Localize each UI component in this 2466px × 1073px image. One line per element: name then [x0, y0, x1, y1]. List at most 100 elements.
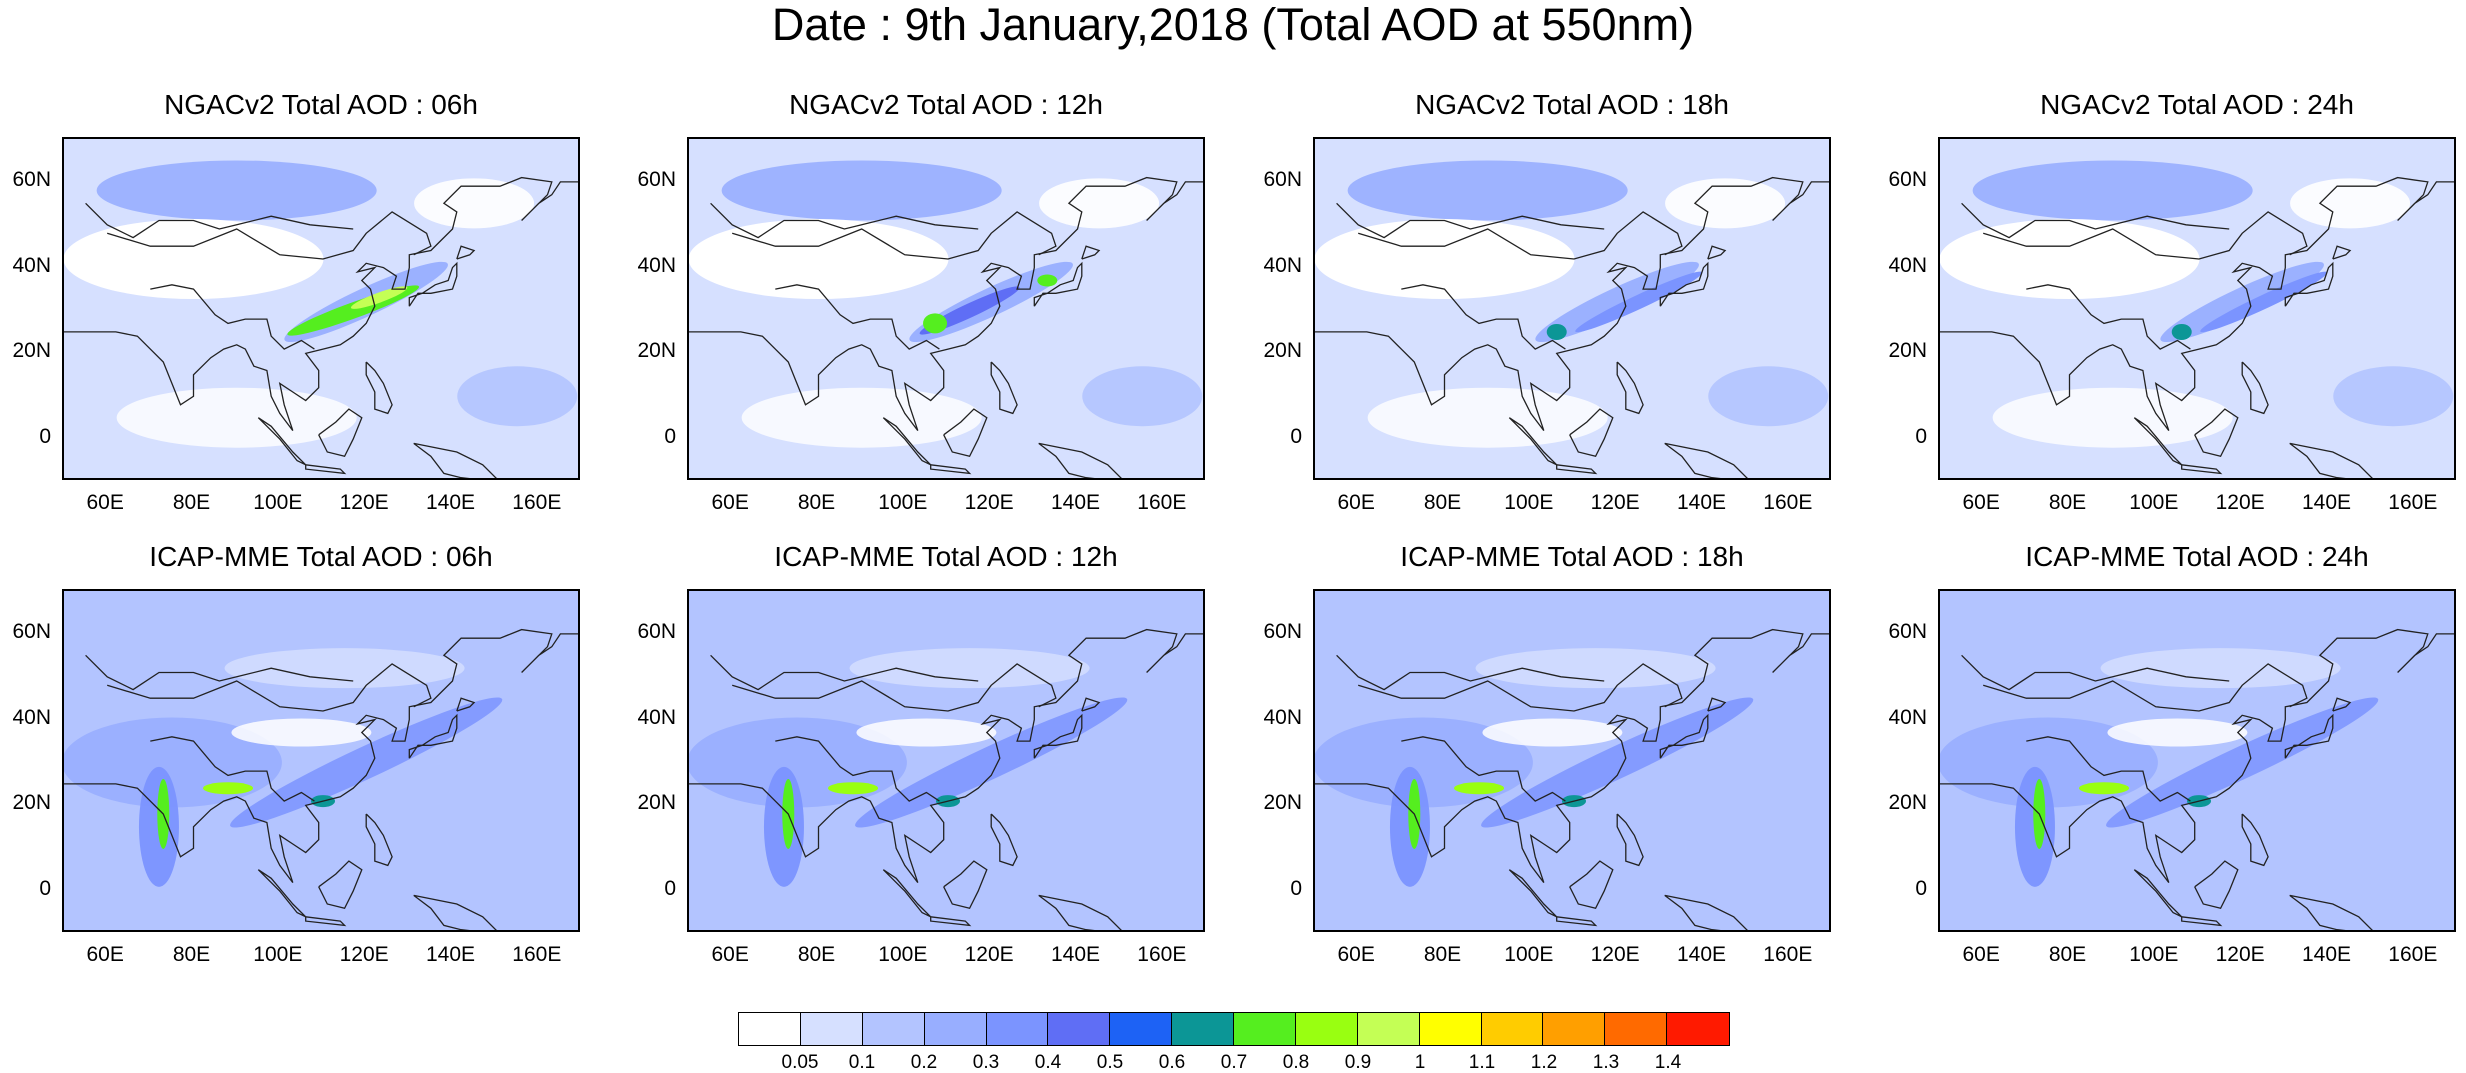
aod-field-region	[856, 718, 997, 747]
colorbar-label: 1.3	[1592, 1052, 1620, 1073]
longitude-tick-label: 140E	[1050, 491, 1101, 514]
coastline-path	[1315, 176, 1829, 431]
aod-field-region	[64, 219, 324, 300]
coastline-path	[150, 736, 315, 802]
coastline-path	[1983, 663, 2308, 712]
aod-field-region	[1972, 160, 2253, 221]
coastline-path	[1707, 245, 1727, 260]
longitude-tick-label: 100E	[878, 943, 928, 966]
longitude-tick-label: 140E	[1050, 943, 1101, 966]
latitude-tick-label: 0	[39, 425, 51, 449]
longitude-tick-label: 160E	[1763, 943, 1813, 966]
longitude-tick-label: 160E	[2388, 943, 2438, 966]
colorbar-label: 0.4	[1034, 1052, 1062, 1073]
aod-field-region	[1546, 323, 1567, 340]
longitude-tick-label: 60E	[86, 943, 124, 966]
aod-field-region	[849, 648, 1090, 689]
aod-field-region	[457, 366, 578, 427]
colorbar-swatch	[800, 1013, 863, 1045]
map-panel: ICAP-MME Total AOD : 12h 60N 40N 20N 0 60E 80E…	[637, 541, 1205, 966]
aod-field-region	[1940, 219, 2200, 300]
colorbar-swatch	[1295, 1013, 1358, 1045]
aod-map	[1315, 139, 1829, 478]
longitude-tick-label: 80E	[797, 491, 836, 514]
map-panel: ICAP-MME Total AOD : 18h 60N 40N 20N 0 60E 80E…	[1263, 541, 1831, 966]
aod-field-region	[1575, 271, 1703, 333]
aod-field-region	[689, 219, 949, 300]
coastline-path	[689, 176, 1203, 431]
map-plot-area	[62, 137, 580, 480]
coastline-path	[1961, 654, 2230, 691]
longitude-tick-label: 100E	[253, 943, 303, 966]
coastline-path	[2332, 245, 2352, 260]
longitude-tick-label: 120E	[2215, 491, 2265, 514]
map-panel: ICAP-MME Total AOD : 24h 60N 40N 20N 0 60E 80E…	[1888, 541, 2456, 966]
longitude-tick-label: 80E	[1423, 943, 1462, 966]
aod-map	[1315, 591, 1829, 930]
coastline-path	[1358, 663, 1683, 712]
longitude-tick-label: 160E	[512, 943, 562, 966]
map-plot-area	[1938, 137, 2456, 480]
longitude-tick-label: 160E	[2388, 491, 2438, 514]
coastline-path	[365, 361, 393, 415]
latitude-tick-label: 20N	[637, 791, 676, 815]
coastline-path	[732, 211, 1057, 260]
coastline-path	[930, 464, 972, 475]
coastline-path	[456, 245, 476, 260]
latitude-tick-label: 20N	[1263, 339, 1302, 363]
latitude-tick-label: 0	[664, 425, 676, 449]
coastline-path	[710, 202, 979, 239]
longitude-tick-label: 140E	[1676, 943, 1727, 966]
longitude-tick-label: 140E	[2301, 491, 2352, 514]
coastline-path	[2241, 361, 2269, 415]
map-panel: NGACv2 Total AOD : 24h 60N 40N 20N 0 60E 80E 10…	[1888, 89, 2456, 514]
map-plot-area	[687, 137, 1205, 480]
latitude-tick-label: 60N	[637, 167, 676, 191]
coastline-path	[85, 654, 354, 691]
longitude-tick-label: 120E	[2215, 943, 2265, 966]
aod-field-region	[224, 648, 465, 689]
aod-field-region	[414, 178, 535, 229]
coastline-path	[2181, 464, 2223, 475]
latitude-tick-label: 0	[664, 877, 676, 901]
coastline-path	[943, 860, 988, 910]
aod-field-region	[1367, 387, 1608, 448]
aod-field-region	[116, 387, 357, 448]
aod-field-region	[1037, 274, 1058, 287]
colorbar-label: 1	[1414, 1052, 1426, 1073]
aod-field-region	[2333, 366, 2454, 427]
latitude-tick-label: 40N	[1888, 253, 1927, 277]
longitude-tick-label: 120E	[1590, 491, 1640, 514]
colorbar-swatch	[1048, 1013, 1111, 1045]
aod-field-region	[923, 313, 948, 334]
coastline-path	[1664, 894, 1748, 930]
panel-title: NGACv2 Total AOD : 24h	[2040, 89, 2354, 120]
coastline-path	[930, 916, 972, 927]
aod-field-region	[1039, 178, 1160, 229]
coastline-path	[775, 284, 940, 350]
longitude-tick-label: 120E	[339, 943, 389, 966]
coastline-path	[2181, 916, 2223, 927]
coastline-path	[1940, 628, 2454, 883]
map-panel: NGACv2 Total AOD : 12h 60N 40N 20N 0 60E 80E 10…	[637, 89, 1205, 514]
coastline-path	[1961, 202, 2230, 239]
colorbar-swatch	[1234, 1013, 1296, 1045]
aod-field-region	[1992, 387, 2233, 448]
coastline-path	[2284, 261, 2334, 307]
longitude-tick-label: 140E	[425, 943, 476, 966]
coastline-path	[689, 628, 1203, 883]
longitude-tick-label: 100E	[1504, 943, 1554, 966]
coastline-path	[150, 284, 315, 350]
aod-map	[689, 591, 1203, 930]
coastline-path	[1358, 211, 1683, 260]
aod-field-region	[1082, 366, 1203, 427]
aod-field-region	[828, 782, 879, 795]
colorbar-label: 0.6	[1158, 1052, 1186, 1073]
coastline-path	[710, 654, 979, 691]
latitude-tick-label: 40N	[637, 253, 676, 277]
coastline-path	[1401, 284, 1566, 350]
colorbar-label: 0.1	[848, 1052, 876, 1073]
colorbar-label: 0.8	[1282, 1052, 1310, 1073]
aod-map	[1940, 139, 2454, 478]
latitude-tick-label: 40N	[637, 705, 676, 729]
